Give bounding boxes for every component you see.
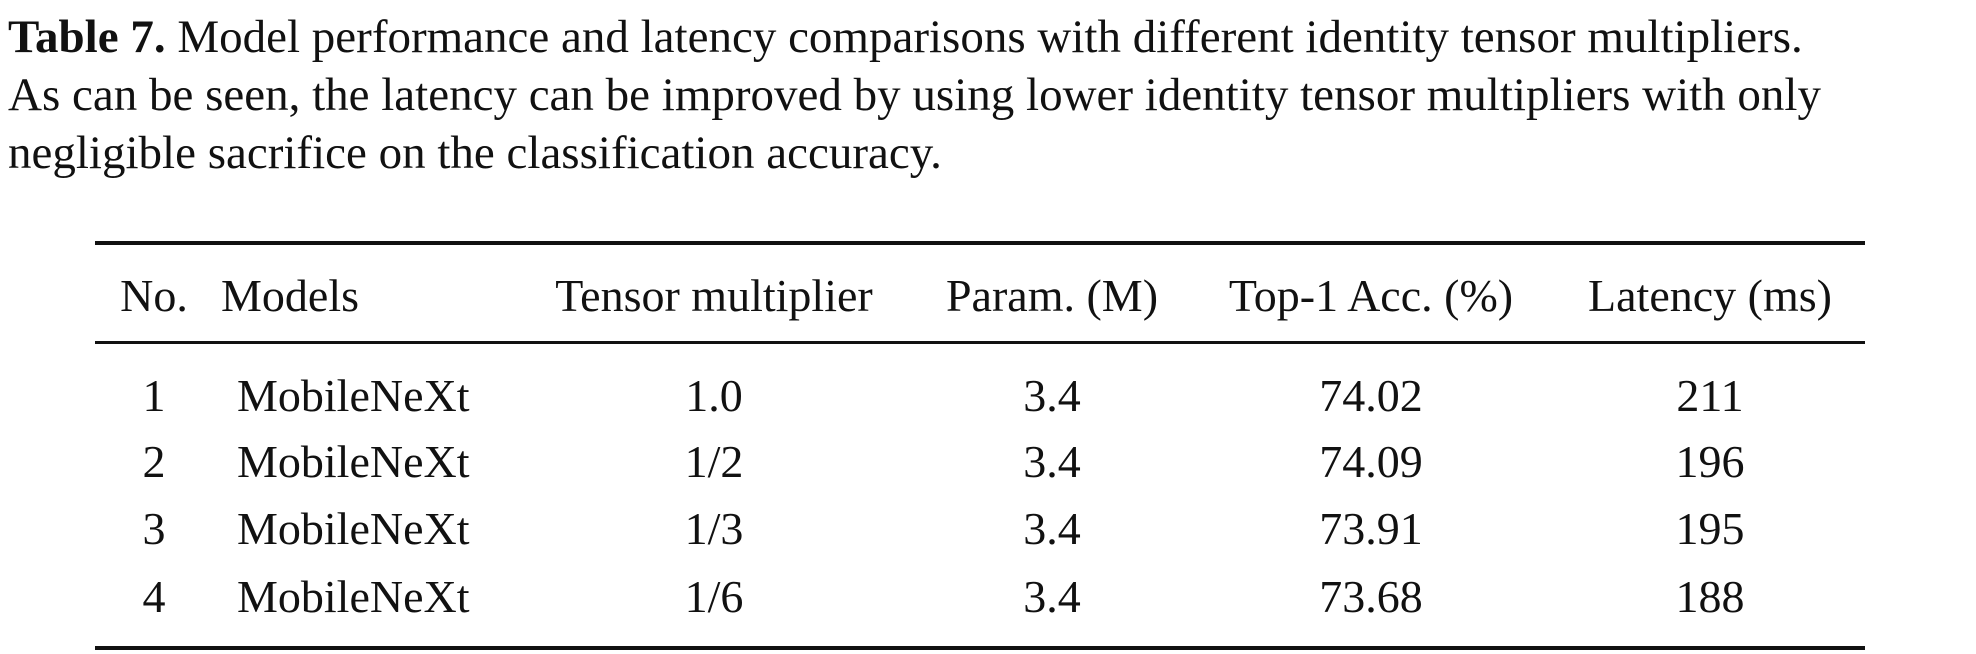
table-cell: 3 [142,503,166,554]
table-cell: 196 [1675,436,1745,487]
header-cell: Models [221,270,359,321]
table-cell: 188 [1675,571,1745,622]
table-cell: 2 [142,436,166,487]
caption-text: Model performance and latency comparison… [177,11,1803,63]
table-cell: MobileNeXt [237,503,470,554]
table-cell: 1/2 [684,436,744,487]
caption-line: As can be seen, the latency can be impro… [8,69,1821,121]
table-cell: 74.09 [1319,436,1423,487]
table-cell: MobileNeXt [237,370,470,421]
table-cell: 1/3 [684,503,744,554]
caption-label: Table 7. [8,11,166,63]
bottom-rule [95,646,1865,650]
header-cell: Tensor multiplier [555,270,873,321]
header-cell: Latency (ms) [1588,270,1832,321]
top-rule [95,241,1865,245]
table-cell: 1.0 [685,370,743,421]
header-cell: Param. (M) [945,270,1159,321]
header-cell: Top-1 Acc. (%) [1228,270,1514,321]
table-cell: 73.91 [1319,503,1423,554]
table-cell: 1 [142,370,166,421]
table-cell: 3.4 [1023,436,1081,487]
table-cell: 73.68 [1319,571,1423,622]
mid-rule [95,341,1865,344]
table-cell: 195 [1675,503,1745,554]
table-cell: 1/6 [684,571,744,622]
caption-line: negligible sacrifice on the classificati… [8,127,942,179]
table-cell: 3.4 [1023,571,1081,622]
table-cell: 74.02 [1319,370,1423,421]
table-cell: MobileNeXt [237,436,470,487]
table-cell: 4 [142,571,166,622]
table-cell: MobileNeXt [237,571,470,622]
caption-line: Table 7. Model performance and latency c… [8,14,1803,61]
table-cell: 3.4 [1023,370,1081,421]
table-cell: 3.4 [1023,503,1081,554]
table-cell: 211 [1676,370,1744,421]
header-cell: No. [120,270,188,321]
